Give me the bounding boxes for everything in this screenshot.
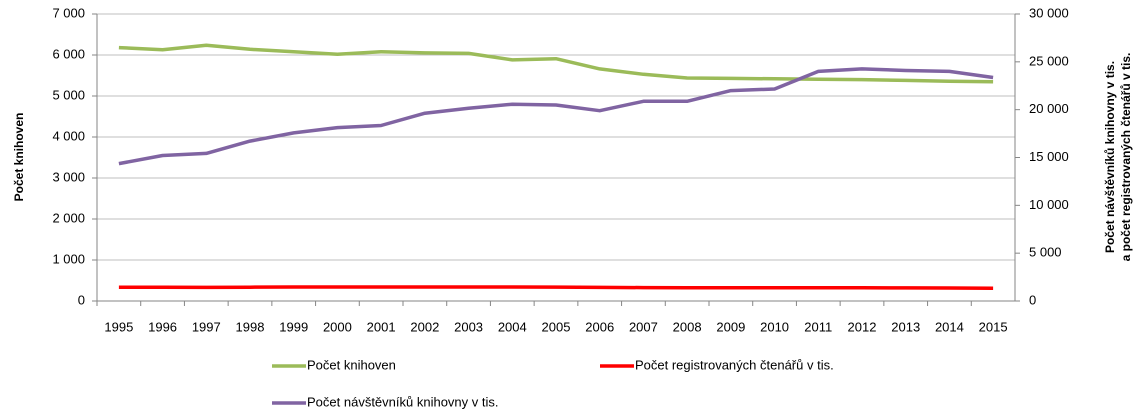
x-tick-label: 1996	[148, 319, 177, 334]
x-tick-label: 2008	[673, 319, 702, 334]
x-tick-label: 1995	[104, 319, 133, 334]
x-tick-label: 2012	[848, 319, 877, 334]
y-tick-label: 6 000	[52, 46, 85, 61]
legend-label: Počet knihoven	[307, 357, 396, 372]
y2-axis-title: a počet registrovaných čtenářů v tis.	[1119, 53, 1133, 262]
y-tick-label: 7 000	[52, 5, 85, 20]
x-tick-label: 2005	[542, 319, 571, 334]
x-tick-label: 1999	[279, 319, 308, 334]
x-tick-label: 2002	[410, 319, 439, 334]
y2-tick-label: 5 000	[1029, 245, 1062, 260]
y2-axis-title: Počet návštěvníků knihovny v tis.	[1103, 61, 1117, 253]
x-tick-label: 2009	[716, 319, 745, 334]
x-tick-label: 2013	[891, 319, 920, 334]
y2-tick-label: 15 000	[1029, 149, 1069, 164]
y-tick-label: 5 000	[52, 87, 85, 102]
y2-tick-label: 10 000	[1029, 197, 1069, 212]
y-axis-title: Počet knihoven	[12, 113, 26, 202]
x-tick-label: 2014	[935, 319, 964, 334]
y-tick-label: 4 000	[52, 128, 85, 143]
x-tick-label: 2001	[367, 319, 396, 334]
series-line	[118, 285, 994, 291]
x-tick-label: 1997	[192, 319, 221, 334]
x-tick-label: 1998	[236, 319, 265, 334]
y-tick-label: 3 000	[52, 169, 85, 184]
x-tick-label: 2011	[804, 319, 832, 334]
x-tick-label: 2006	[585, 319, 614, 334]
y2-tick-label: 20 000	[1029, 101, 1069, 116]
x-tick-label: 2010	[760, 319, 789, 334]
y-tick-label: 2 000	[52, 210, 85, 225]
x-tick-label: 2000	[323, 319, 352, 334]
legend-label: Počet návštěvníků knihovny v tis.	[307, 394, 498, 409]
x-tick-label: 2007	[629, 319, 658, 334]
y2-tick-label: 0	[1029, 292, 1036, 307]
x-tick-label: 2004	[498, 319, 527, 334]
x-tick-label: 2003	[454, 319, 483, 334]
x-tick-label: 2015	[979, 319, 1008, 334]
series-line	[118, 67, 994, 166]
y-tick-label: 0	[78, 292, 85, 307]
legend-label: Počet registrovaných čtenářů v tis.	[635, 357, 834, 372]
series-line	[118, 43, 994, 84]
y2-tick-label: 25 000	[1029, 53, 1069, 68]
y2-tick-label: 30 000	[1029, 5, 1069, 20]
y-tick-label: 1 000	[52, 251, 85, 266]
